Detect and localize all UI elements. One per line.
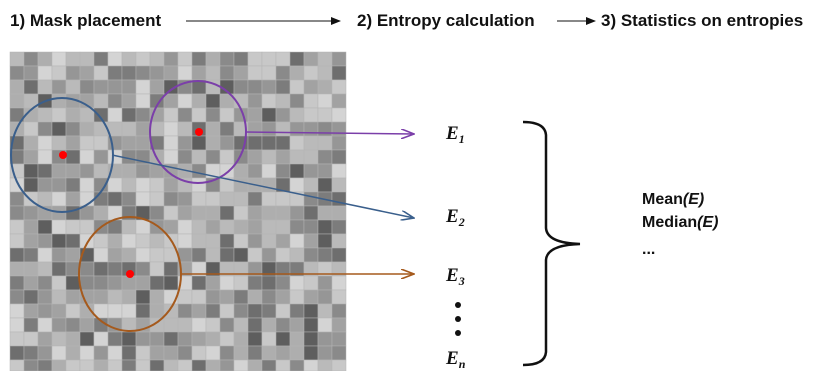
entropy-e3: E3 <box>446 265 465 289</box>
texture-image <box>9 51 347 371</box>
statistics-ellipsis: ... <box>642 241 656 258</box>
entropy-e2: E2 <box>446 206 465 230</box>
entropy-en: En <box>446 348 466 372</box>
median-statistic: Median(E) <box>642 214 719 231</box>
purple-to-e1-arrow <box>244 132 414 134</box>
right-brace <box>522 120 581 367</box>
step-1-label: 1) Mask placement <box>10 11 162 30</box>
ellipsis-dot-1 <box>455 302 461 308</box>
step-3-label: 3) Statistics on entropies <box>601 11 804 30</box>
purple-mask-center <box>195 128 203 136</box>
entropy-e1: E1 <box>446 123 465 147</box>
ellipsis-dot-2 <box>455 316 461 322</box>
blue-to-e2-arrow <box>111 154 414 218</box>
orange-mask-center <box>126 270 134 278</box>
mean-statistic: Mean(E) <box>642 191 705 208</box>
ellipsis-dot-3 <box>455 330 461 336</box>
step-2-label: 2) Entropy calculation <box>357 11 535 30</box>
blue-mask-center <box>59 151 67 159</box>
